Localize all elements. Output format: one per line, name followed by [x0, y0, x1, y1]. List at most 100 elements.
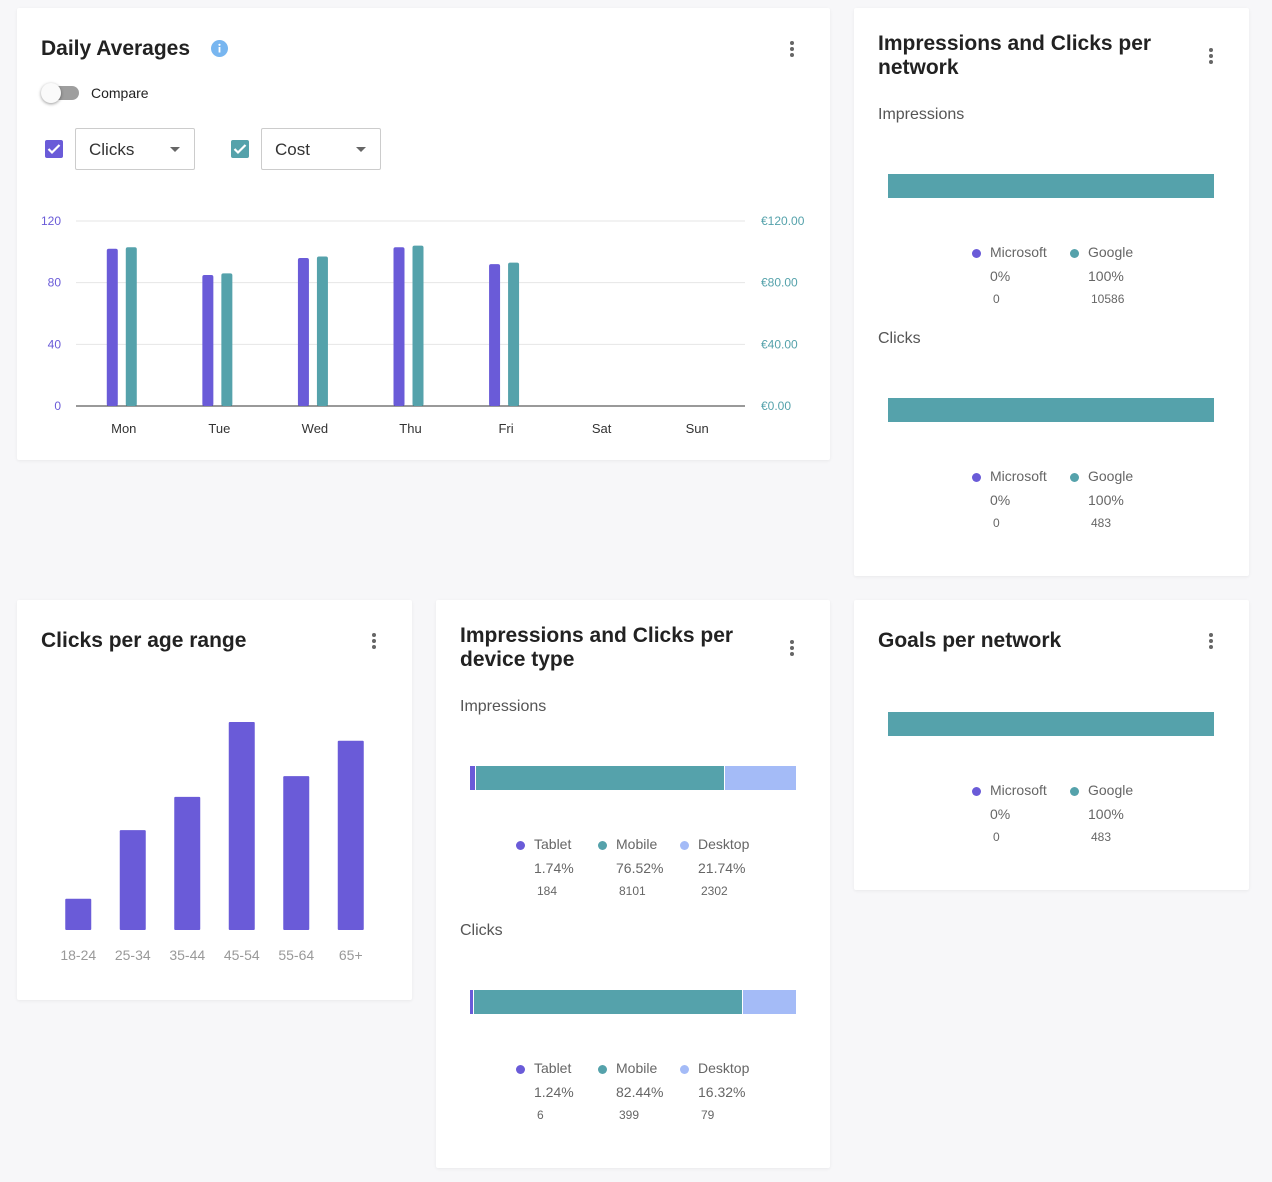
bar-clicks-mon[interactable]: [106, 248, 118, 406]
goals-card-title: Goals per network: [878, 629, 1062, 652]
legend-name: Google: [1088, 782, 1134, 798]
legend-count: 483: [1091, 516, 1112, 530]
legend-percent: 16.32%: [698, 1084, 746, 1100]
bar-clicks-tue[interactable]: [202, 274, 214, 406]
bar-cost-fri[interactable]: [508, 262, 520, 406]
cost-checkbox[interactable]: [231, 140, 249, 158]
age-range-more-icon[interactable]: [364, 630, 384, 654]
device-card: Impressions and Clicks per device type I…: [436, 600, 830, 1168]
legend-count: 10586: [1091, 292, 1125, 306]
legend-percent: 0%: [990, 492, 1011, 508]
network-impressions-bar: [888, 174, 1214, 198]
x-tick-label: 18-24: [60, 947, 96, 963]
legend-dot-icon: [516, 1065, 525, 1074]
legend-name: Mobile: [616, 836, 658, 852]
network-card: Impressions and Clicks per network Impre…: [854, 8, 1249, 576]
metric-select-cost[interactable]: Cost: [261, 128, 381, 170]
legend-count: 399: [619, 1108, 640, 1122]
daily-averages-more-icon[interactable]: [782, 38, 802, 62]
device-impressions-bar: [470, 766, 796, 790]
legend-name: Tablet: [534, 1060, 572, 1076]
bar-age-35-44[interactable]: [174, 796, 201, 930]
legend-name: Desktop: [698, 836, 750, 852]
bar-age-65+[interactable]: [337, 740, 364, 930]
x-tick-label: Mon: [111, 421, 136, 436]
clicks-checkbox[interactable]: [45, 140, 63, 158]
age-range-card: Clicks per age range 18-24 25-34 35-44 45-5…: [17, 600, 412, 1000]
device-more-icon[interactable]: [782, 637, 802, 661]
bar-cost-tue[interactable]: [221, 273, 233, 406]
bar-clicks-thu[interactable]: [393, 247, 405, 406]
bar-segment-desktop: [742, 990, 796, 1014]
bar-cost-mon[interactable]: [125, 247, 137, 406]
y2-tick-label: €80.00: [761, 276, 798, 290]
legend-percent: 100%: [1088, 268, 1124, 284]
network-clicks-bar: [888, 398, 1214, 422]
legend-count: 0: [993, 292, 1000, 306]
x-tick-label: Thu: [399, 421, 421, 436]
bar-age-45-54[interactable]: [228, 722, 255, 930]
legend-count: 6: [537, 1108, 544, 1122]
metric-select-clicks[interactable]: Clicks: [75, 128, 195, 170]
legend-percent: 76.52%: [616, 860, 664, 876]
goals-more-icon[interactable]: [1201, 630, 1221, 654]
x-tick-label: Fri: [498, 421, 513, 436]
chevron-down-icon: [170, 147, 180, 152]
device-clicks-label: Clicks: [460, 922, 503, 939]
bar-clicks-wed[interactable]: [297, 258, 309, 406]
metric-select-clicks-value: Clicks: [89, 140, 135, 159]
daily-averages-card: Daily Averages Compare Clicks Cost 0 €0.0…: [17, 8, 830, 460]
legend-dot-icon: [1070, 787, 1079, 796]
network-card-title: Impressions and Clicks per network: [878, 32, 1152, 79]
goals-card: Goals per network Microsoft 0% 0 Google 100%…: [854, 600, 1249, 890]
legend-percent: 100%: [1088, 492, 1124, 508]
legend-dot-icon: [598, 1065, 607, 1074]
legend-item-mobile: Mobile 76.52% 8101: [598, 836, 688, 898]
bar-segment-desktop: [725, 766, 796, 790]
y2-tick-label: €0.00: [761, 399, 791, 413]
bar-clicks-fri[interactable]: [489, 264, 501, 406]
network-more-icon[interactable]: [1201, 45, 1221, 69]
bar-segment-google: [888, 398, 1214, 422]
bar-age-55-64[interactable]: [283, 776, 310, 930]
legend-count: 8101: [619, 884, 646, 898]
legend-item-desktop: Desktop 16.32% 79: [680, 1060, 770, 1122]
legend-dot-icon: [516, 841, 525, 850]
legend-count: 0: [993, 830, 1000, 844]
legend-dot-icon: [598, 841, 607, 850]
age-range-title: Clicks per age range: [41, 629, 247, 652]
age-range-chart: 18-24 25-34 35-44 45-54 55-64 65+: [17, 700, 412, 980]
legend-percent: 0%: [990, 806, 1011, 822]
legend-dot-icon: [680, 1065, 689, 1074]
legend-item-tablet: Tablet 1.74% 184: [516, 836, 606, 898]
bar-cost-thu[interactable]: [412, 245, 424, 406]
y-tick-label: 80: [48, 276, 62, 290]
legend-name: Tablet: [534, 836, 572, 852]
compare-toggle-knob[interactable]: [41, 83, 61, 103]
legend-name: Microsoft: [990, 468, 1047, 484]
legend-count: 483: [1091, 830, 1112, 844]
legend-item-desktop: Desktop 21.74% 2302: [680, 836, 770, 898]
chevron-down-icon: [356, 147, 366, 152]
bar-segment-google: [888, 174, 1214, 198]
y-tick-label: 40: [48, 337, 62, 351]
bar-cost-wed[interactable]: [316, 256, 328, 406]
legend-name: Google: [1088, 244, 1134, 260]
legend-item-google: Google 100% 483: [1070, 468, 1160, 530]
bar-segment-mobile: [475, 766, 726, 790]
legend-item-microsoft: Microsoft 0% 0: [972, 468, 1062, 530]
bar-segment-tablet: [470, 766, 476, 790]
legend-percent: 1.24%: [534, 1084, 574, 1100]
y-tick-label: 120: [41, 214, 61, 228]
daily-averages-chart: 0 €0.00 40 €40.00 80 €80.00 120 €120.00 Mon Tue We…: [17, 203, 830, 443]
age-chart-svg: 18-24 25-34 35-44 45-54 55-64 65+: [60, 722, 364, 963]
goals-bar: [888, 712, 1214, 736]
legend-dot-icon: [1070, 249, 1079, 258]
bar-age-25-34[interactable]: [119, 830, 146, 930]
network-impressions-label: Impressions: [878, 106, 965, 123]
legend-item-microsoft: Microsoft 0% 0: [972, 244, 1062, 306]
compare-label: Compare: [91, 85, 149, 101]
legend-count: 79: [701, 1108, 715, 1122]
bar-age-18-24[interactable]: [65, 898, 92, 930]
info-icon[interactable]: [211, 40, 228, 57]
